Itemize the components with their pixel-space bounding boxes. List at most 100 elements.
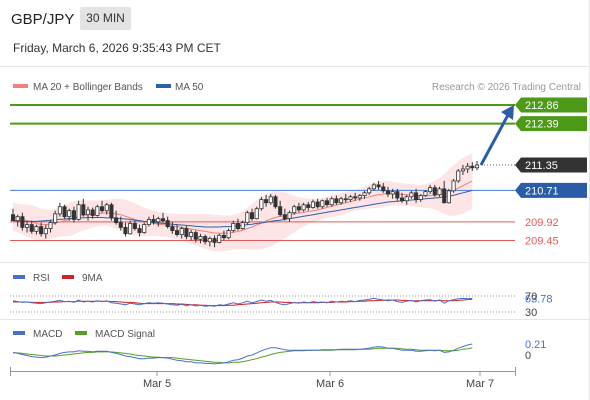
svg-text:212.39: 212.39 [525, 119, 559, 131]
candle [474, 161, 480, 171]
candle [15, 214, 20, 227]
legend-rsi-label: RSI [33, 273, 50, 284]
legend-macd-swatch [13, 331, 25, 335]
candle [432, 184, 437, 197]
candle [282, 208, 287, 221]
candle [207, 236, 212, 247]
candle [409, 190, 414, 199]
candle [320, 199, 325, 209]
candle [235, 218, 241, 231]
datetime-label: Friday, March 6, 2026 9:35:43 PM CET [13, 41, 221, 55]
candle [367, 186, 372, 195]
candle [296, 202, 301, 213]
candle [334, 195, 339, 205]
candle [329, 196, 334, 207]
candle [268, 194, 273, 205]
legend-ma50-swatch [156, 84, 171, 88]
rsi-legend: RSI 9MA [13, 273, 103, 284]
macd-signal-line [13, 347, 473, 364]
candle [174, 224, 180, 237]
candle [90, 207, 95, 219]
macd-line [12, 343, 473, 365]
candle [339, 196, 344, 205]
price-axis-labels: 212.86 212.39 211.35 210.71 209.92 209.45 [515, 97, 587, 248]
candle [189, 229, 194, 241]
candle [67, 208, 72, 221]
candle [53, 210, 58, 225]
candle [264, 194, 269, 207]
candle [446, 188, 451, 204]
time-tick-label: Mar 7 [466, 378, 494, 390]
candle [62, 204, 67, 219]
candle [198, 233, 203, 244]
symbol-title: GBP/JPY [11, 11, 75, 28]
target-price-label: 212.39 [515, 116, 587, 132]
copyright-text: Research © 2026 Trading Central [432, 82, 581, 93]
candle [95, 204, 100, 217]
legend-rsi-swatch [13, 275, 25, 279]
candlesticks [10, 161, 480, 248]
candle [423, 190, 428, 197]
time-tick-label: Mar 6 [316, 378, 344, 390]
candle [315, 198, 320, 209]
macd-zero-label: 0 [525, 350, 531, 362]
candle [57, 202, 62, 217]
candle [170, 221, 175, 234]
candle [357, 194, 362, 201]
candle [137, 224, 142, 237]
legend-9ma-label: 9MA [82, 273, 103, 284]
time-tick-label: Mar 5 [143, 378, 171, 390]
candle [362, 190, 367, 199]
candle [132, 220, 137, 231]
candle [71, 206, 76, 223]
level-lines [10, 104, 515, 241]
candle [179, 226, 184, 239]
candle [292, 204, 297, 215]
candle [278, 200, 283, 217]
candle [142, 222, 147, 234]
candle [104, 202, 109, 215]
candle [165, 216, 170, 229]
candle [123, 222, 128, 237]
candle [151, 214, 156, 225]
candle [348, 194, 353, 202]
macd-panel: 0.210 [12, 339, 546, 365]
candle [160, 212, 166, 223]
timeframe-badge[interactable]: 30 MIN [80, 7, 131, 30]
legend-ma50-label: MA 50 [175, 82, 204, 93]
candle [404, 194, 409, 205]
candle [310, 199, 315, 209]
candle [43, 224, 48, 239]
candle [390, 188, 395, 199]
candle [118, 216, 123, 231]
candle [437, 186, 442, 197]
bollinger-band-area [13, 153, 473, 252]
candle [414, 188, 419, 203]
candle [48, 220, 53, 233]
legend-macd-signal-label: MACD Signal [95, 329, 155, 340]
candle [39, 222, 44, 237]
rsi-line [12, 297, 473, 307]
candle [203, 234, 208, 245]
candle [259, 196, 264, 211]
candle [10, 208, 16, 222]
candle [100, 200, 105, 213]
candle [442, 180, 447, 204]
legend-ma20-label: MA 20 + Bollinger Bands [33, 82, 143, 93]
candle [306, 201, 311, 211]
main-legend: MA 20 + Bollinger Bands MA 50 Research ©… [13, 82, 581, 93]
candle [76, 200, 81, 221]
candle [34, 224, 39, 235]
candle [156, 216, 161, 227]
macd-value-label: 0.21 [525, 339, 546, 351]
time-ticks: Mar 5 Mar 6 Mar 7 [143, 371, 494, 390]
candle [29, 220, 34, 234]
candle [371, 182, 376, 191]
candle [353, 192, 358, 201]
candle [25, 221, 30, 233]
candle [128, 220, 133, 235]
bollinger-bands [13, 153, 473, 252]
candle [221, 230, 226, 241]
candle [287, 210, 292, 222]
